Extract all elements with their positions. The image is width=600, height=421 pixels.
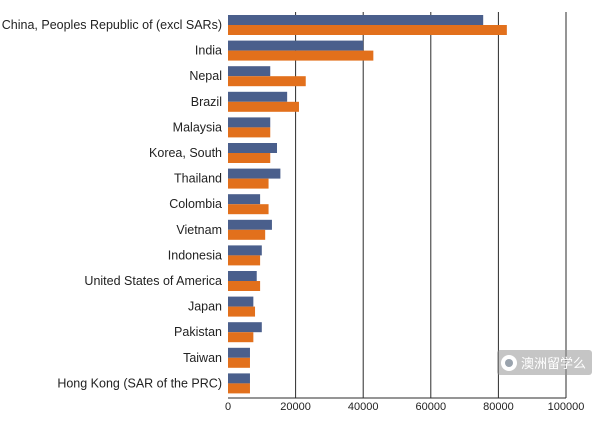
- wechat-icon: [500, 354, 517, 371]
- bar-series1-0: [228, 15, 484, 25]
- bar-series2-7: [228, 204, 269, 215]
- bar-series2-11: [228, 306, 256, 317]
- category-label-9: Indonesia: [168, 248, 222, 262]
- bar-series1-1: [228, 40, 364, 51]
- x-tick-label-1: 20000: [280, 401, 311, 413]
- x-tick-label-3: 60000: [416, 401, 447, 413]
- x-tick-label-5: 100000: [548, 401, 585, 413]
- bar-series1-5: [228, 143, 278, 153]
- x-tick-label-4: 80000: [483, 401, 514, 413]
- bar-series1-7: [228, 194, 261, 205]
- category-label-1: India: [195, 44, 222, 58]
- bar-series2-0: [228, 25, 507, 35]
- bar-series1-11: [228, 296, 254, 307]
- bar-series1-9: [228, 245, 262, 256]
- category-label-6: Thailand: [174, 172, 222, 186]
- bar-series2-12: [228, 332, 254, 343]
- bar-series1-8: [228, 219, 272, 230]
- bar-series2-1: [228, 50, 374, 61]
- bar-series1-13: [228, 347, 250, 358]
- category-label-5: Korea, South: [149, 146, 222, 160]
- bar-series2-4: [228, 127, 271, 138]
- category-label-10: United States of America: [84, 274, 222, 288]
- category-label-4: Malaysia: [173, 120, 222, 134]
- bar-series1-6: [228, 168, 281, 179]
- bar-series2-14: [228, 383, 250, 394]
- bar-series2-6: [228, 178, 269, 189]
- category-label-7: Colombia: [169, 197, 222, 211]
- category-label-8: Vietnam: [176, 223, 222, 237]
- bar-series2-13: [228, 357, 250, 368]
- bar-series1-3: [228, 91, 288, 102]
- x-tick-label-0: 0: [225, 401, 231, 413]
- bar-series2-8: [228, 229, 266, 240]
- bar-series2-9: [228, 255, 261, 266]
- bar-series2-3: [228, 101, 299, 112]
- bar-series2-2: [228, 76, 306, 87]
- category-label-3: Brazil: [191, 95, 222, 109]
- category-label-14: Hong Kong (SAR of the PRC): [57, 376, 222, 390]
- category-label-13: Taiwan: [183, 351, 222, 365]
- bar-series1-10: [228, 271, 257, 281]
- watermark: 澳洲留学么: [496, 350, 592, 375]
- category-label-2: Nepal: [189, 69, 222, 83]
- category-label-0: China, Peoples Republic of (excl SARs): [2, 18, 222, 32]
- category-label-12: Pakistan: [174, 325, 222, 339]
- watermark-text: 澳洲留学么: [520, 356, 586, 371]
- bar-series2-5: [228, 153, 271, 163]
- category-label-11: Japan: [188, 300, 222, 314]
- bar-series1-14: [228, 373, 250, 384]
- bar-series1-4: [228, 117, 271, 128]
- bar-series1-2: [228, 66, 271, 77]
- bar-series2-10: [228, 281, 261, 291]
- bar-series1-12: [228, 322, 262, 333]
- x-tick-label-2: 40000: [348, 401, 379, 413]
